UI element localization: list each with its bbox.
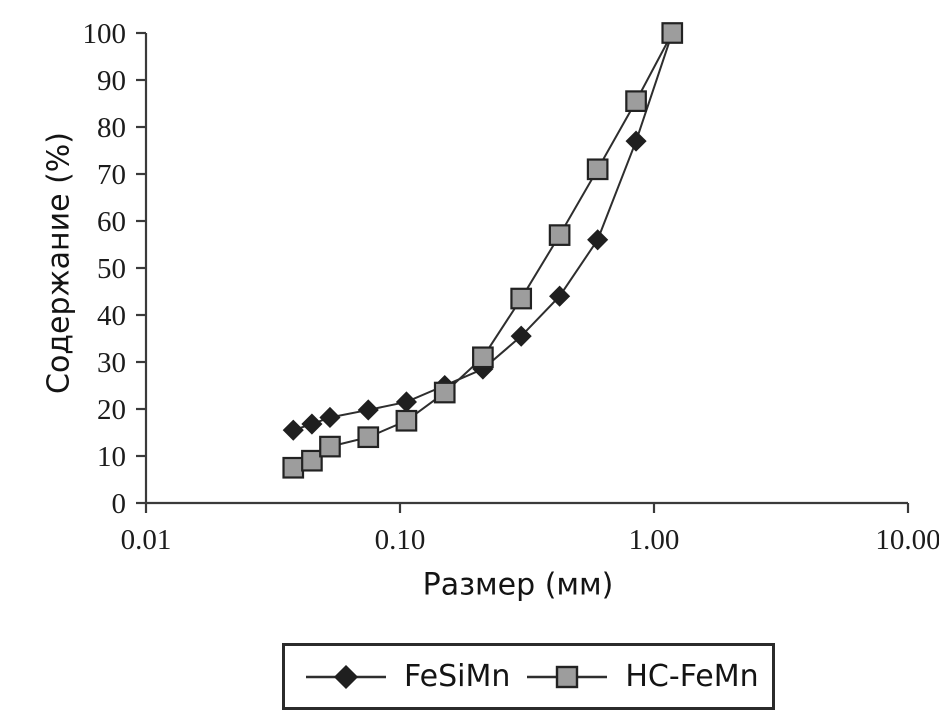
legend-label-hcfemn: HC-FeMn — [625, 659, 759, 694]
y-tick-label: 10 — [97, 441, 126, 473]
data-point-square — [282, 456, 305, 479]
legend-item-hcfemn: HC-FeMn — [526, 659, 759, 694]
data-point-diamond — [282, 419, 304, 441]
y-tick-label: 60 — [97, 206, 126, 238]
data-point-square — [586, 158, 609, 181]
series-line-hc-femn — [292, 32, 674, 469]
data-point-square — [395, 409, 418, 432]
y-tick-label: 80 — [97, 112, 126, 144]
data-point-diamond — [301, 413, 323, 435]
data-point-diamond — [357, 399, 379, 421]
data-point-diamond — [510, 325, 532, 347]
x-tick-label: 0.10 — [375, 524, 426, 556]
square-marker-icon — [527, 665, 608, 688]
data-point-square — [472, 346, 494, 369]
y-tick-label: 40 — [97, 300, 126, 332]
y-tick-label: 30 — [97, 347, 126, 379]
y-tick-label: 90 — [97, 65, 126, 97]
x-tick-label: 0.01 — [121, 524, 172, 556]
data-point-diamond — [625, 130, 647, 152]
data-point-square — [661, 22, 684, 44]
data-point-square — [510, 287, 533, 310]
data-point-square — [319, 435, 341, 458]
legend-label-fesimn: FeSiMn — [404, 659, 511, 694]
legend: FeSiMn HC-FeMn — [282, 643, 775, 710]
data-point-diamond — [549, 285, 571, 307]
x-axis-title: Размер (мм) — [422, 567, 614, 603]
data-point-diamond — [319, 406, 341, 429]
data-point-square — [548, 224, 571, 246]
y-tick-label: 70 — [97, 159, 126, 191]
data-point-diamond — [587, 229, 609, 251]
data-point-square — [625, 90, 647, 113]
axes-frame — [144, 33, 908, 505]
legend-item-fesimn: FeSiMn — [305, 659, 510, 694]
x-tick-label: 10.00 — [875, 524, 939, 556]
data-point-square — [433, 381, 456, 404]
data-point-square — [357, 426, 380, 449]
y-tick-label: 100 — [83, 18, 127, 50]
y-tick-label: 0 — [112, 488, 127, 520]
data-point-square — [301, 449, 323, 472]
y-tick-label: 50 — [97, 253, 126, 285]
diamond-marker-icon — [306, 664, 386, 689]
y-tick-label: 20 — [97, 394, 126, 426]
x-tick-label: 1.00 — [629, 524, 680, 556]
y-axis-title: Содержание (%) — [41, 132, 77, 394]
data-point-diamond — [395, 391, 417, 413]
